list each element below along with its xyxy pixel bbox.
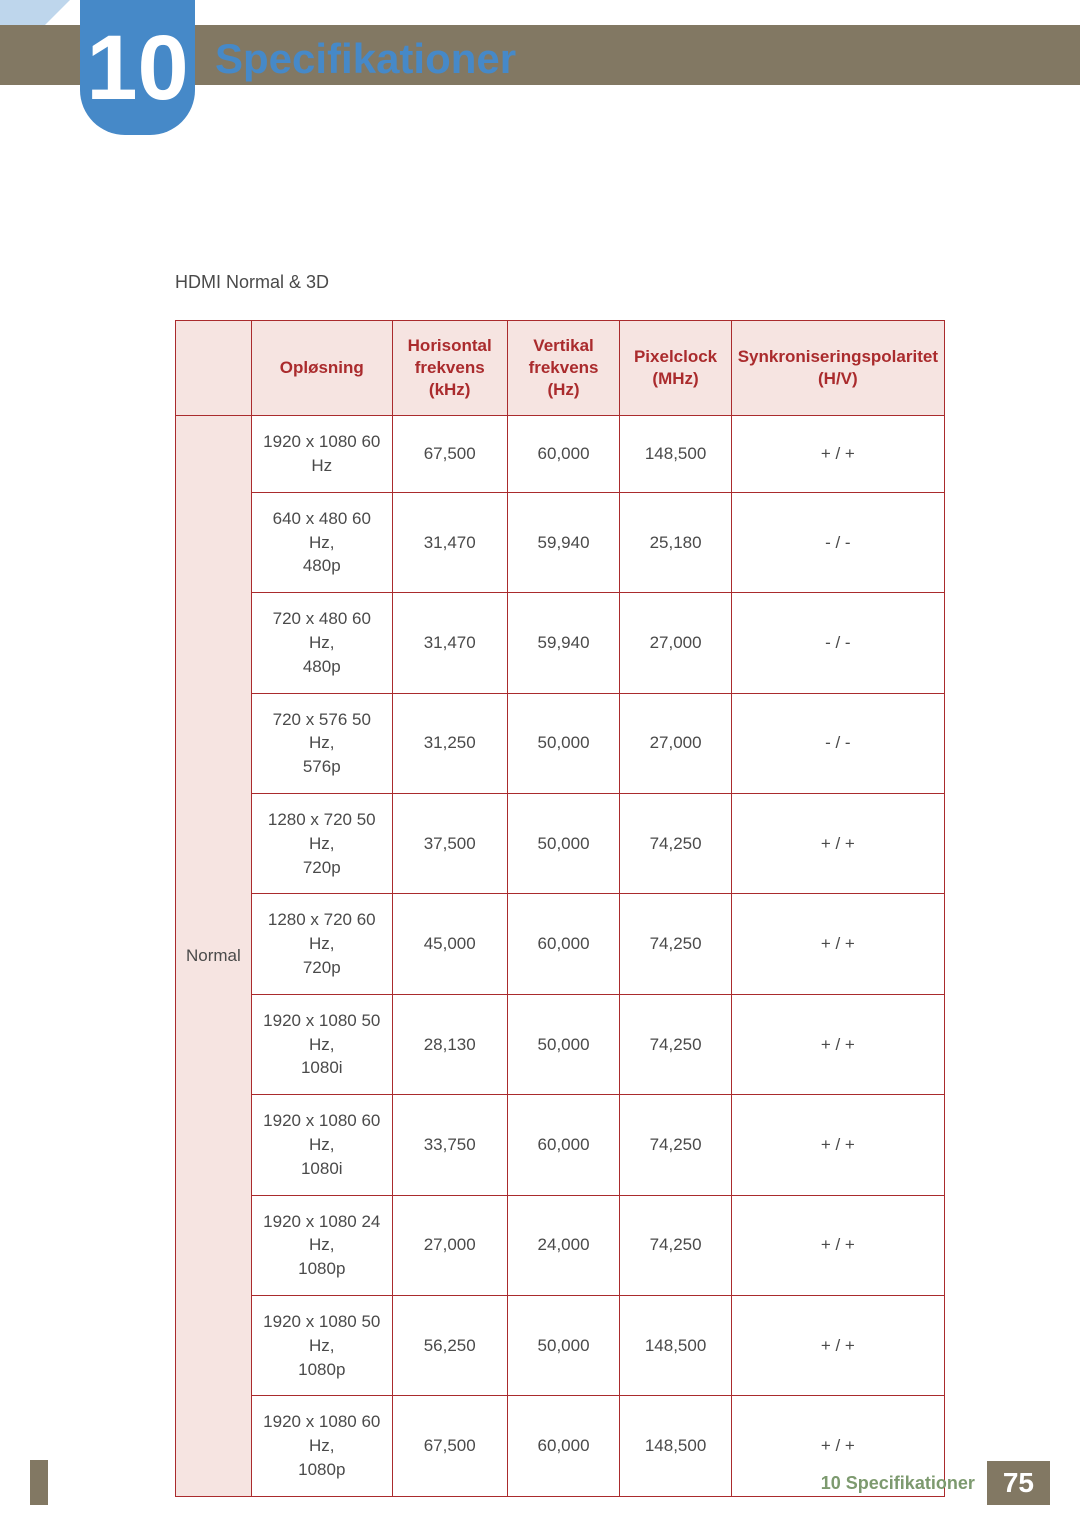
cell-hf: 45,000	[392, 894, 507, 994]
cell-vf: 60,000	[507, 1396, 620, 1496]
cell-resolution: 1920 x 1080 60 Hz	[251, 416, 392, 493]
cell-pc: 74,250	[620, 1095, 731, 1195]
col-pixelclock: Pixelclock (MHz)	[620, 321, 731, 416]
cell-resolution: 1920 x 1080 50 Hz,1080p	[251, 1296, 392, 1396]
cell-sp: + / +	[731, 1296, 944, 1396]
cell-vf: 60,000	[507, 1095, 620, 1195]
cell-hf: 33,750	[392, 1095, 507, 1195]
cell-pc: 74,250	[620, 994, 731, 1094]
cell-sp: + / +	[731, 794, 944, 894]
cell-vf: 50,000	[507, 794, 620, 894]
cell-resolution: 640 x 480 60 Hz,480p	[251, 492, 392, 592]
cell-hf: 28,130	[392, 994, 507, 1094]
table-header-row: Opløsning Horisontal frekvens (kHz) Vert…	[176, 321, 945, 416]
cell-hf: 31,470	[392, 492, 507, 592]
cell-sp: - / -	[731, 593, 944, 693]
cell-resolution: 720 x 480 60 Hz,480p	[251, 593, 392, 693]
chapter-number: 10	[86, 22, 188, 114]
cell-hf: 31,250	[392, 693, 507, 793]
table-row: 1280 x 720 50 Hz,720p37,50050,00074,250+…	[176, 794, 945, 894]
cell-vf: 50,000	[507, 994, 620, 1094]
cell-vf: 59,940	[507, 492, 620, 592]
table-row: 1920 x 1080 50 Hz,1080p56,25050,000148,5…	[176, 1296, 945, 1396]
cell-pc: 74,250	[620, 894, 731, 994]
cell-pc: 148,500	[620, 1296, 731, 1396]
col-hfreq: Horisontal frekvens (kHz)	[392, 321, 507, 416]
cell-hf: 67,500	[392, 1396, 507, 1496]
cell-resolution: 1920 x 1080 60 Hz,1080p	[251, 1396, 392, 1496]
page-title: Specifikationer	[215, 35, 516, 83]
cell-vf: 50,000	[507, 693, 620, 793]
cell-sp: - / -	[731, 693, 944, 793]
chapter-badge: 10	[80, 0, 195, 135]
cell-vf: 60,000	[507, 894, 620, 994]
cell-pc: 27,000	[620, 693, 731, 793]
cell-resolution: 1920 x 1080 60 Hz,1080i	[251, 1095, 392, 1195]
cell-pc: 74,250	[620, 794, 731, 894]
cell-hf: 27,000	[392, 1195, 507, 1295]
cell-resolution: 1920 x 1080 50 Hz,1080i	[251, 994, 392, 1094]
cell-resolution: 720 x 576 50 Hz,576p	[251, 693, 392, 793]
footer-label: 10 Specifikationer	[821, 1473, 975, 1494]
col-syncpol: Synkroniseringspolaritet (H/V)	[731, 321, 944, 416]
cell-sp: + / +	[731, 994, 944, 1094]
footer-left-stripe	[30, 1460, 48, 1505]
table-row: 1920 x 1080 60 Hz,1080i33,75060,00074,25…	[176, 1095, 945, 1195]
table-row: Normal1920 x 1080 60 Hz67,50060,000148,5…	[176, 416, 945, 493]
cell-sp: + / +	[731, 1095, 944, 1195]
table-row: 1280 x 720 60 Hz,720p45,00060,00074,250+…	[176, 894, 945, 994]
cell-hf: 67,500	[392, 416, 507, 493]
cell-sp: + / +	[731, 894, 944, 994]
footer-page: 75	[987, 1461, 1050, 1505]
table-row: 720 x 480 60 Hz,480p31,47059,94027,000- …	[176, 593, 945, 693]
cell-hf: 56,250	[392, 1296, 507, 1396]
cell-vf: 50,000	[507, 1296, 620, 1396]
col-blank	[176, 321, 252, 416]
cell-resolution: 1280 x 720 50 Hz,720p	[251, 794, 392, 894]
section-label: HDMI Normal & 3D	[175, 272, 329, 293]
cell-resolution: 1920 x 1080 24 Hz,1080p	[251, 1195, 392, 1295]
table-row: 640 x 480 60 Hz,480p31,47059,94025,180- …	[176, 492, 945, 592]
cell-sp: + / +	[731, 416, 944, 493]
cell-sp: + / +	[731, 1195, 944, 1295]
spec-table: Opløsning Horisontal frekvens (kHz) Vert…	[175, 320, 945, 1497]
cell-resolution: 1280 x 720 60 Hz,720p	[251, 894, 392, 994]
col-resolution: Opløsning	[251, 321, 392, 416]
cell-vf: 60,000	[507, 416, 620, 493]
cell-hf: 37,500	[392, 794, 507, 894]
cell-pc: 148,500	[620, 1396, 731, 1496]
col-vfreq: Vertikal frekvens (Hz)	[507, 321, 620, 416]
footer: 10 Specifikationer 75	[821, 1461, 1050, 1505]
cell-sp: - / -	[731, 492, 944, 592]
cell-pc: 148,500	[620, 416, 731, 493]
group-label: Normal	[176, 416, 252, 1497]
cell-pc: 25,180	[620, 492, 731, 592]
cell-hf: 31,470	[392, 593, 507, 693]
table-row: 720 x 576 50 Hz,576p31,25050,00027,000- …	[176, 693, 945, 793]
table-row: 1920 x 1080 24 Hz,1080p27,00024,00074,25…	[176, 1195, 945, 1295]
cell-vf: 59,940	[507, 593, 620, 693]
cell-pc: 74,250	[620, 1195, 731, 1295]
cell-pc: 27,000	[620, 593, 731, 693]
cell-vf: 24,000	[507, 1195, 620, 1295]
table-row: 1920 x 1080 50 Hz,1080i28,13050,00074,25…	[176, 994, 945, 1094]
